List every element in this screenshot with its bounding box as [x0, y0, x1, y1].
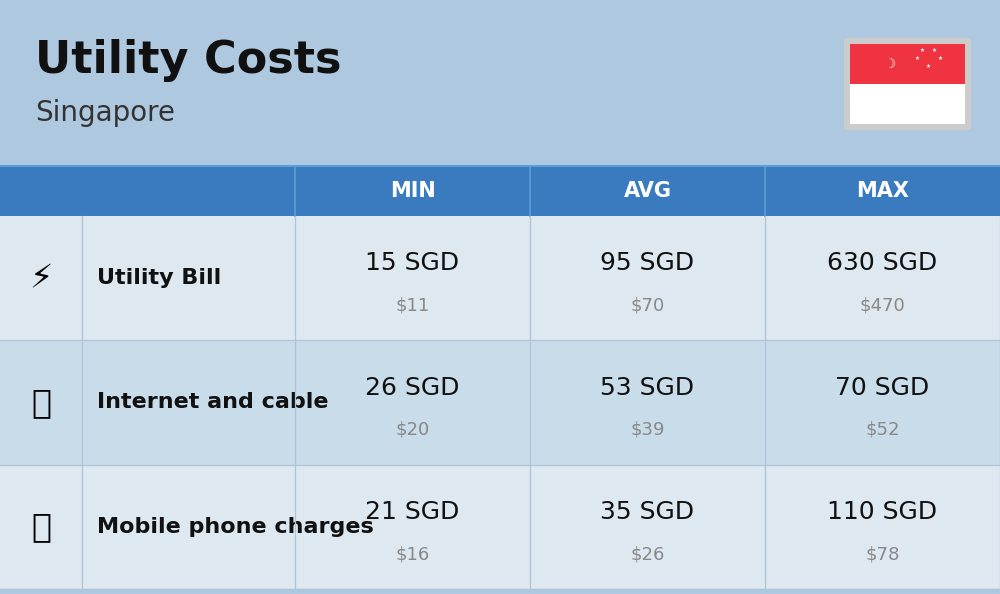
Text: $78: $78	[865, 545, 900, 563]
Text: 110 SGD: 110 SGD	[827, 500, 938, 524]
Text: ★: ★	[920, 48, 925, 53]
Text: ★: ★	[932, 48, 936, 53]
Text: AVG: AVG	[624, 181, 672, 201]
Text: 35 SGD: 35 SGD	[600, 500, 695, 524]
Text: Utility Bill: Utility Bill	[97, 268, 221, 288]
Text: $470: $470	[860, 296, 905, 314]
Text: 630 SGD: 630 SGD	[827, 251, 938, 275]
Text: $11: $11	[395, 296, 430, 314]
Text: $52: $52	[865, 421, 900, 439]
Text: 21 SGD: 21 SGD	[365, 500, 460, 524]
Text: ★: ★	[926, 64, 931, 69]
Bar	[0, 465, 1000, 589]
Text: $20: $20	[395, 421, 430, 439]
Text: 70 SGD: 70 SGD	[835, 375, 930, 400]
Text: Mobile phone charges: Mobile phone charges	[97, 517, 374, 537]
Text: $70: $70	[630, 296, 665, 314]
Text: ★: ★	[914, 56, 919, 61]
Text: ★: ★	[937, 56, 942, 61]
Bar	[0, 340, 1000, 465]
Text: $26: $26	[630, 545, 665, 563]
Bar	[0, 216, 1000, 340]
Text: MAX: MAX	[856, 181, 909, 201]
Text: 53 SGD: 53 SGD	[600, 375, 695, 400]
Text: 95 SGD: 95 SGD	[600, 251, 695, 275]
Text: 📶: 📶	[31, 386, 51, 419]
Text: Utility Costs: Utility Costs	[35, 39, 342, 82]
Bar	[850, 44, 965, 84]
Bar	[0, 166, 1000, 216]
Text: Internet and cable: Internet and cable	[97, 393, 328, 412]
Text: $16: $16	[395, 545, 430, 563]
Text: 15 SGD: 15 SGD	[365, 251, 460, 275]
Text: ☽: ☽	[885, 58, 896, 71]
FancyBboxPatch shape	[844, 38, 971, 130]
Text: Singapore: Singapore	[35, 99, 175, 127]
Text: 📱: 📱	[31, 510, 51, 544]
Bar	[850, 84, 965, 124]
Text: $39: $39	[630, 421, 665, 439]
Text: 26 SGD: 26 SGD	[365, 375, 460, 400]
Text: ⚡: ⚡	[29, 262, 53, 295]
Text: MIN: MIN	[390, 181, 435, 201]
